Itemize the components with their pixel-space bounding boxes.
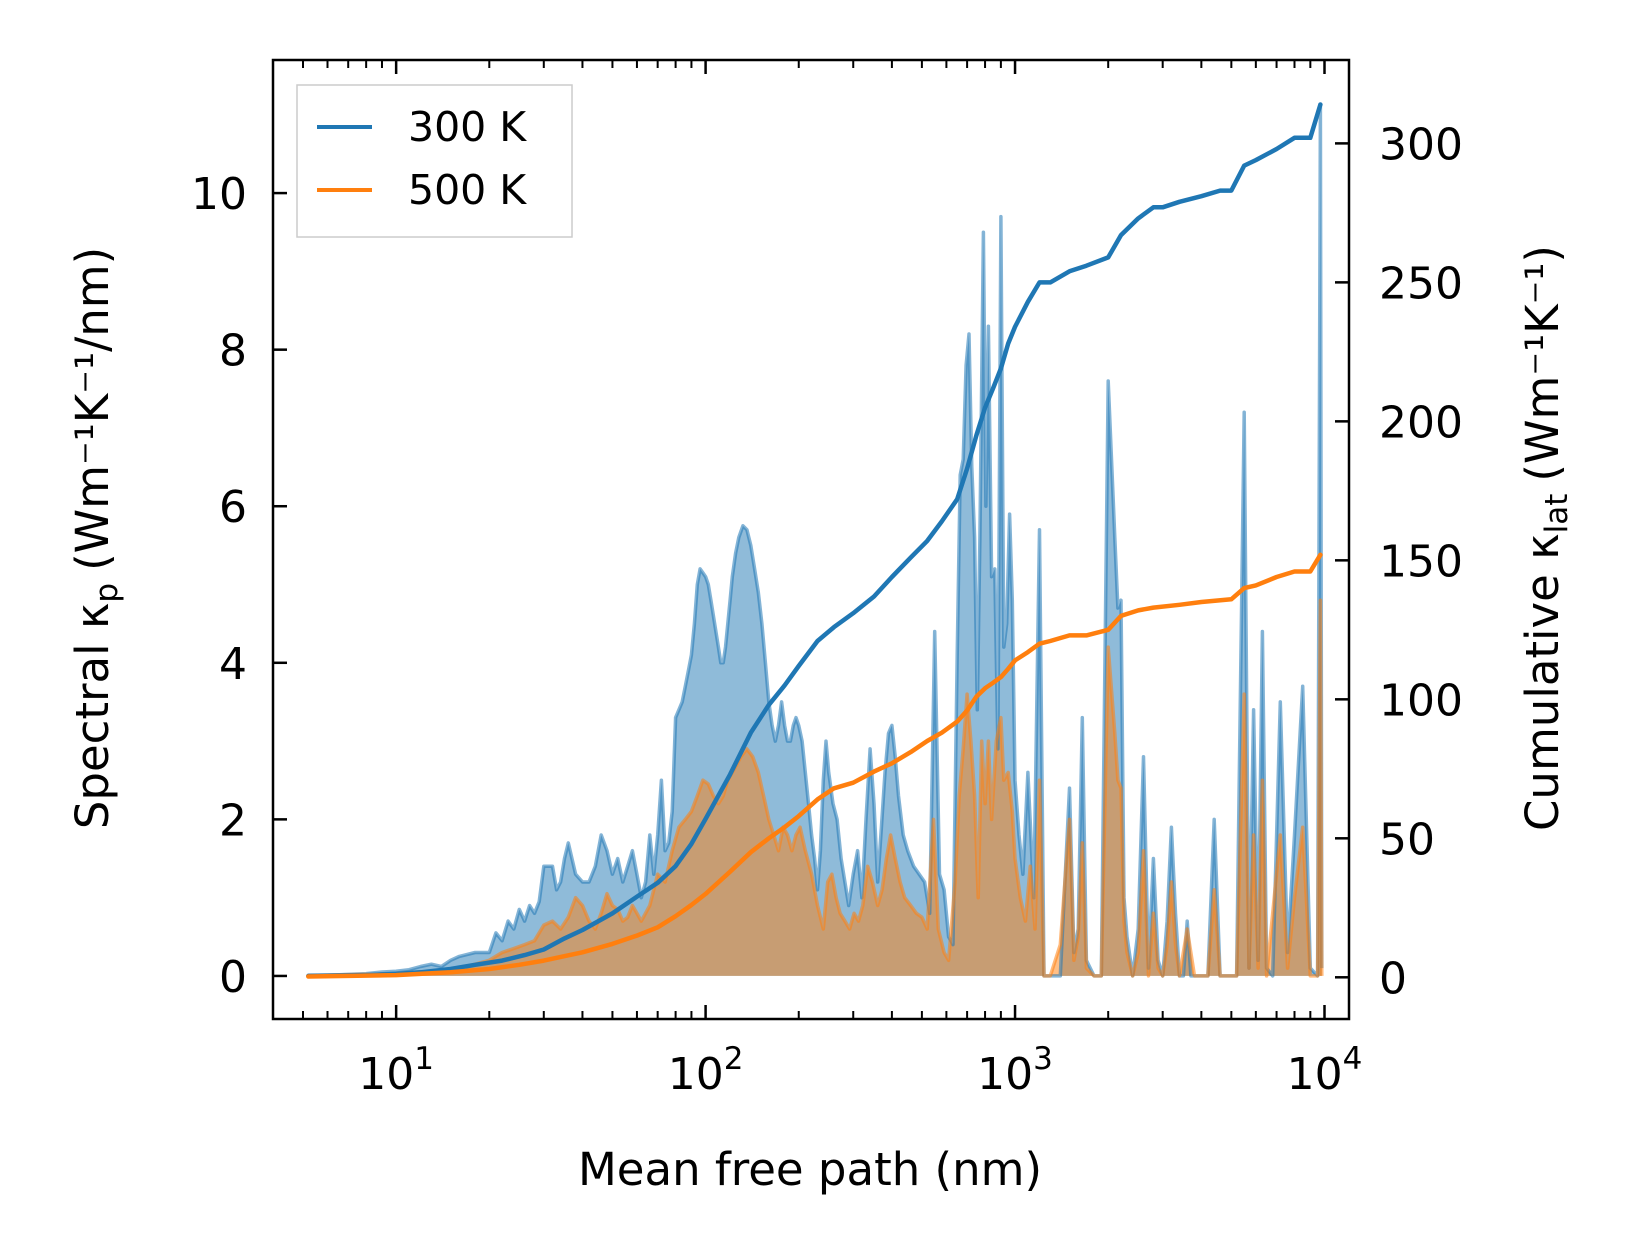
y-left-tick-label: 10	[191, 169, 247, 220]
y-axis-right-title: Cumulative κlat (Wm⁻¹K⁻¹)	[1516, 245, 1575, 831]
x-tick-exp: 3	[1033, 1041, 1053, 1077]
x-tick-exp: 1	[414, 1041, 434, 1077]
y-left-tick-label: 6	[219, 482, 247, 533]
axis-ticks	[272, 60, 1349, 1019]
y-right-tick-label: 300	[1379, 119, 1463, 170]
y-left-title-unit: (Wm⁻¹K⁻¹/nm)	[66, 247, 119, 571]
y-left-title-base: Spectral κ	[66, 603, 119, 830]
x-tick-base: 10	[668, 1049, 724, 1100]
y-left-tick-label: 2	[219, 795, 247, 846]
spectral-lines	[308, 105, 1324, 978]
y-right-title-unit: (Wm⁻¹K⁻¹)	[1516, 245, 1569, 482]
y-right-tick-label: 250	[1379, 258, 1463, 309]
x-tick-exp: 4	[1343, 1041, 1363, 1077]
x-tick-exp: 2	[724, 1041, 744, 1077]
x-tick-label: 103	[977, 1041, 1053, 1100]
spectral-500-k-line	[308, 598, 1324, 978]
legend: 300 K 500 K	[296, 84, 573, 238]
x-tick-base: 10	[1287, 1049, 1343, 1100]
y-right-tick-label: 100	[1379, 675, 1463, 726]
x-axis-title: Mean free path (nm)	[578, 1143, 1042, 1196]
spectral-fills	[308, 107, 1322, 976]
y-left-tick-label: 0	[219, 952, 247, 1003]
y-left-tick-label: 4	[219, 639, 247, 690]
x-tick-label: 102	[668, 1041, 744, 1100]
y-right-tick-label: 0	[1379, 953, 1407, 1004]
y-left-title-sub: p	[89, 583, 125, 603]
x-tick-label: 101	[358, 1041, 434, 1100]
spectral-300-k-line	[308, 105, 1324, 978]
cumulative-lines	[306, 102, 1323, 979]
legend-label-500k: 500 K	[408, 166, 527, 214]
y-left-tick-label: 8	[219, 326, 247, 377]
x-tick-base: 10	[358, 1049, 414, 1100]
y-right-title-sub: lat	[1539, 494, 1575, 534]
legend-box	[296, 84, 573, 238]
y-right-tick-label: 50	[1379, 814, 1435, 865]
x-tick-label: 104	[1287, 1041, 1363, 1100]
x-tick-base: 10	[977, 1049, 1033, 1100]
y-axis-left-title: Spectral κp (Wm⁻¹K⁻¹/nm)	[66, 247, 125, 829]
y-right-tick-label: 200	[1379, 397, 1463, 448]
cumulative-500-k-line	[306, 552, 1323, 979]
plot-frame	[271, 58, 1351, 1021]
y-right-tick-label: 150	[1379, 536, 1463, 587]
cumulative-300-k-line	[306, 102, 1323, 979]
spectral-500-k-area	[308, 600, 1322, 976]
legend-label-300k: 300 K	[408, 103, 527, 151]
y-right-title-base: Cumulative κ	[1516, 533, 1569, 831]
